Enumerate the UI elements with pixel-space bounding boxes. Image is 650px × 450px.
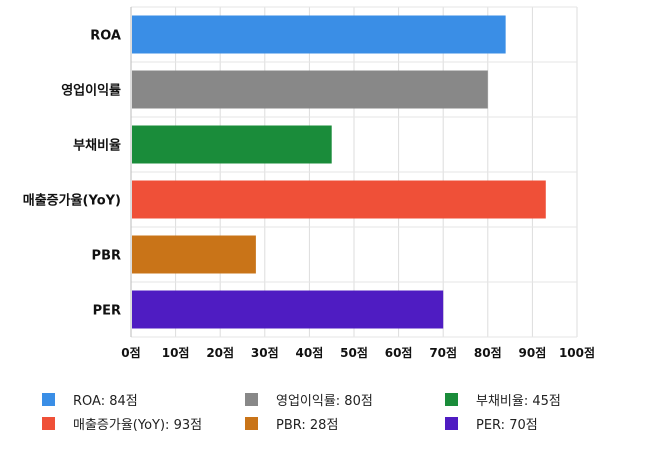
x-tick-label: 60점 — [385, 345, 413, 360]
bar — [132, 180, 546, 219]
x-tick-label: 0점 — [121, 345, 140, 360]
legend-label: PER: 70점 — [476, 417, 538, 433]
legend-label: 영업이익률: 80점 — [276, 393, 373, 409]
bar — [132, 235, 256, 274]
category-label: 매출증가율(YoY) — [23, 193, 121, 209]
legend-swatch — [42, 392, 55, 406]
bar — [132, 70, 488, 109]
x-tick-label: 50점 — [340, 345, 368, 360]
legend-swatch — [445, 392, 458, 406]
legend-label: 매출증가율(YoY): 93점 — [73, 417, 203, 433]
x-tick-label: 40점 — [296, 345, 324, 360]
x-tick-label: 10점 — [162, 345, 190, 360]
category-label: 영업이익률 — [61, 83, 121, 99]
legend-item: 부채비율: 45점 — [445, 390, 642, 409]
legend-item: PER: 70점 — [445, 414, 642, 433]
legend-swatch — [445, 416, 458, 430]
legend-item: PBR: 28점 — [245, 414, 445, 433]
bar — [132, 290, 444, 329]
x-tick-label: 100점 — [559, 345, 595, 360]
legend-label: PBR: 28점 — [276, 417, 339, 433]
legend-item: 영업이익률: 80점 — [245, 390, 445, 409]
x-tick-label: 70점 — [429, 345, 457, 360]
legend-swatch — [245, 416, 258, 430]
x-tick-label: 30점 — [251, 345, 279, 360]
x-tick-label: 80점 — [474, 345, 502, 360]
legend-label: 부채비율: 45점 — [476, 393, 561, 409]
x-tick-label: 90점 — [519, 345, 547, 360]
category-label: PBR — [92, 249, 121, 264]
category-label: PER — [93, 304, 121, 319]
legend-item: 매출증가율(YoY): 93점 — [42, 414, 245, 433]
x-tick-label: 20점 — [206, 345, 234, 360]
legend-swatch — [245, 392, 258, 406]
category-label: 부채비율 — [73, 138, 121, 154]
legend-label: ROA: 84점 — [73, 393, 138, 409]
bar — [132, 125, 332, 164]
legend-item: ROA: 84점 — [42, 390, 245, 409]
bar — [132, 15, 506, 54]
legend-swatch — [42, 416, 55, 430]
category-label: ROA — [90, 29, 121, 44]
